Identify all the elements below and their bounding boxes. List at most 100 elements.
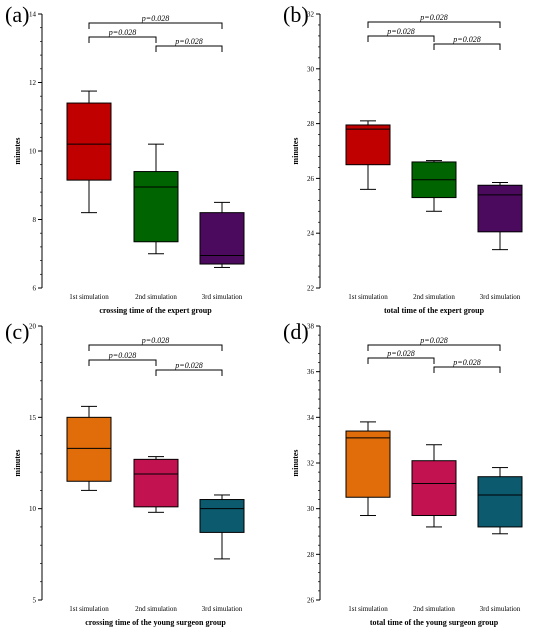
chart-panel-a: (a) 6 8 10 12 14 minutes 1st simulation 2nd simu… <box>5 2 245 315</box>
box-3 <box>477 182 523 251</box>
significance-bracket: p=0.028 <box>88 28 157 43</box>
significance-bracket: p=0.028 <box>88 351 157 366</box>
chart-panel-c: (c) 5 10 15 20 minutes 1st simulation 2nd simul… <box>5 319 245 627</box>
y-tick-label: 20 <box>29 323 37 331</box>
x-tick-label: 3rd simulation <box>480 605 521 613</box>
box-3 <box>199 494 245 560</box>
box-3 <box>477 467 523 535</box>
significance-bracket: p=0.028 <box>367 27 435 42</box>
bracket-line <box>367 21 501 28</box>
y-tick-label: 5 <box>33 597 37 605</box>
bracket-line <box>367 357 435 364</box>
y-tick-label: 12 <box>29 79 37 87</box>
y-tick-label: 24 <box>307 230 315 238</box>
box-1 <box>66 405 112 491</box>
y-tick-label: 8 <box>33 216 37 224</box>
y-tick-label: 10 <box>29 505 37 513</box>
p-value-label: p=0.028 <box>174 37 202 46</box>
p-value-label: p=0.028 <box>141 336 169 345</box>
x-tick-label: 2nd simulation <box>135 605 177 613</box>
box-body <box>477 184 523 233</box>
y-tick-label: 10 <box>29 148 37 156</box>
p-value-label: p=0.028 <box>108 28 136 37</box>
significance-bracket: p=0.028 <box>367 349 435 364</box>
panel-label: (d) <box>283 319 309 344</box>
x-tick-label: 2nd simulation <box>413 293 455 301</box>
box-1 <box>345 421 391 517</box>
p-value-label: p=0.028 <box>452 35 480 44</box>
box-body <box>66 102 112 181</box>
significance-bracket: p=0.028 <box>155 361 223 376</box>
bracket-line <box>433 366 501 373</box>
significance-bracket: p=0.028 <box>433 358 501 373</box>
bracket-line <box>367 344 501 351</box>
p-value-label: p=0.028 <box>174 361 202 370</box>
bracket-line <box>88 344 223 351</box>
x-tick-label: 3rd simulation <box>480 293 521 301</box>
x-tick-label: 1st simulation <box>348 605 388 613</box>
y-axis-title: minutes <box>13 137 22 164</box>
x-tick-label: 1st simulation <box>69 293 109 301</box>
y-tick-label: 36 <box>307 368 315 376</box>
y-tick-label: 38 <box>307 323 315 331</box>
bracket-line <box>88 22 223 29</box>
chart-panel-d: (d) 26 28 30 32 34 36 38 minutes 1st simulation 2n… <box>283 319 523 627</box>
p-value-label: p=0.028 <box>452 358 480 367</box>
box-2 <box>133 143 179 255</box>
box-body <box>345 430 391 498</box>
y-tick-label: 26 <box>307 597 315 605</box>
p-value-label: p=0.028 <box>386 27 414 36</box>
box-1 <box>66 90 112 214</box>
box-body <box>411 460 457 517</box>
x-tick-label: 2nd simulation <box>135 293 177 301</box>
bracket-line <box>155 369 223 376</box>
y-axis-title: minutes <box>291 137 300 164</box>
significance-bracket: p=0.028 <box>433 35 501 50</box>
x-tick-label: 2nd simulation <box>413 605 455 613</box>
panel-label: (c) <box>5 319 29 344</box>
y-tick-label: 32 <box>307 460 315 468</box>
p-value-label: p=0.028 <box>386 349 414 358</box>
box-2 <box>411 444 457 528</box>
y-tick-label: 14 <box>29 11 37 19</box>
y-tick-label: 6 <box>33 285 37 293</box>
significance-bracket: p=0.028 <box>155 37 223 52</box>
y-tick-label: 34 <box>307 414 315 422</box>
x-axis-title: crossing time of the young surgeon group <box>85 618 226 627</box>
y-tick-label: 30 <box>307 65 315 73</box>
y-tick-label: 28 <box>307 120 315 128</box>
box-body <box>199 212 245 265</box>
box-body <box>133 458 179 508</box>
box-2 <box>133 456 179 513</box>
y-tick-label: 32 <box>307 11 315 19</box>
significance-bracket: p=0.028 <box>367 13 501 28</box>
box-3 <box>199 201 245 268</box>
x-axis-title: total time of the expert group <box>384 306 485 315</box>
x-tick-label: 1st simulation <box>69 605 109 613</box>
p-value-label: p=0.028 <box>419 336 447 345</box>
y-tick-label: 28 <box>307 551 315 559</box>
y-axis-title: minutes <box>291 449 300 476</box>
bracket-line <box>367 35 435 42</box>
bracket-line <box>155 45 223 52</box>
panel-label: (a) <box>5 2 29 27</box>
significance-bracket: p=0.028 <box>367 336 501 351</box>
y-tick-label: 26 <box>307 175 315 183</box>
panel-label: (b) <box>283 2 309 27</box>
box-body <box>477 476 523 528</box>
significance-bracket: p=0.028 <box>88 14 223 29</box>
y-tick-label: 15 <box>29 414 37 422</box>
box-body <box>66 416 112 482</box>
x-tick-label: 3rd simulation <box>202 293 243 301</box>
x-tick-label: 3rd simulation <box>202 605 243 613</box>
chart-panel-b: (b) 22 24 26 28 30 32 minutes 1st simulation 2nd … <box>283 2 523 315</box>
bracket-line <box>433 43 501 50</box>
y-tick-label: 22 <box>307 285 315 293</box>
box-body <box>199 499 245 533</box>
p-value-label: p=0.028 <box>108 351 136 360</box>
p-value-label: p=0.028 <box>419 13 447 22</box>
significance-bracket: p=0.028 <box>88 336 223 351</box>
box-body <box>133 171 179 243</box>
box-2 <box>411 160 457 212</box>
